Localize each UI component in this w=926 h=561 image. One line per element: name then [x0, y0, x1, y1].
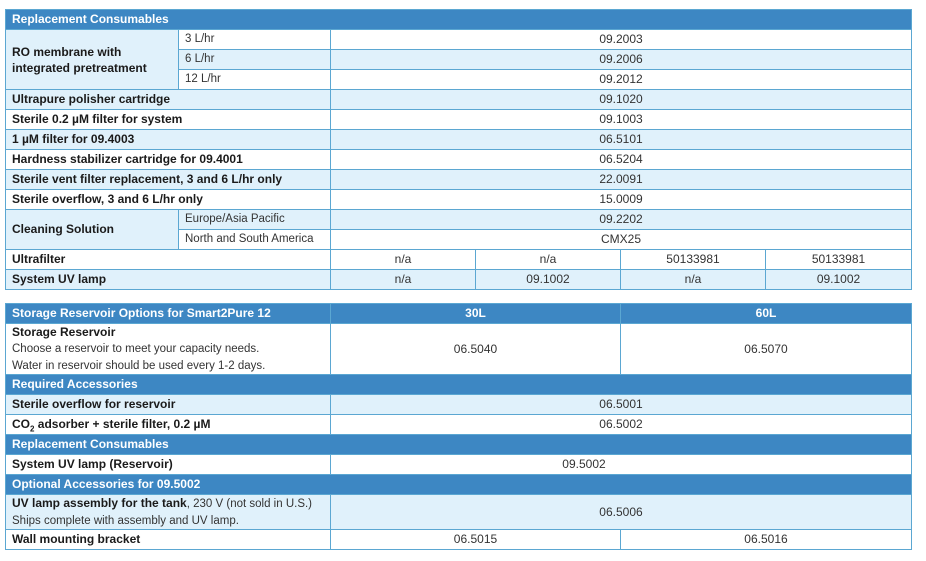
part-number-cell: 09.2003 [329, 29, 913, 50]
part-number-cell: 50133981 [764, 249, 913, 270]
table-header-row: Replacement Consumables [4, 9, 913, 30]
table-row: Sterile overflow for reservoir 06.5001 [5, 394, 912, 415]
part-number-cell: 15.0009 [329, 189, 913, 210]
table-row: RO membrane with integrated pretreatment… [5, 29, 913, 90]
item-label: Sterile vent filter replacement, 3 and 6… [5, 169, 331, 190]
ro-label-line1: RO membrane with [12, 44, 122, 59]
table-title: Replacement Consumables [4, 9, 913, 30]
part-number-cell: 09.1002 [475, 269, 621, 290]
replacement-consumables-header: Replacement Consumables [5, 434, 912, 455]
part-number-cell: 06.5101 [329, 129, 913, 150]
part-number-cell: 09.1002 [764, 269, 913, 290]
item-label: Hardness stabilizer cartridge for 09.400… [5, 149, 331, 170]
storage-reservoir-cell: Storage Reservoir Choose a reservoir to … [5, 323, 331, 375]
section-header-row: Optional Accessories for 09.5002 [5, 474, 912, 495]
part-number-cell: n/a [330, 269, 476, 290]
uv-assembly-note: Ships complete with assembly and UV lamp… [12, 515, 239, 527]
part-number-cell: 06.5040 [330, 323, 621, 375]
uv-assembly-cell: UV lamp assembly for the tank, 230 V (no… [5, 494, 331, 530]
part-number-cell: 06.5204 [329, 149, 913, 170]
part-number-cell: 06.5001 [330, 394, 912, 415]
part-number-cell: 06.5002 [330, 414, 912, 435]
optional-accessories-header: Optional Accessories for 09.5002 [5, 474, 912, 495]
item-label: Ultrapure polisher cartridge [5, 89, 331, 110]
replacement-consumables-table: Replacement Consumables RO membrane with… [4, 9, 913, 290]
table-row: CO2 adsorber + sterile filter, 0.2 µM 06… [5, 414, 912, 435]
section-header-row: Required Accessories [5, 374, 912, 395]
co2-label-part: CO [12, 417, 30, 431]
ro-size-cell: 12 L/hr [178, 69, 331, 90]
part-number-cell: 09.1020 [329, 89, 913, 110]
co2-filter-label: CO2 adsorber + sterile filter, 0.2 µM [5, 414, 331, 435]
table-row: Sterile vent filter replacement, 3 and 6… [5, 169, 913, 190]
required-accessories-header: Required Accessories [5, 374, 912, 395]
table-row: Storage Reservoir Choose a reservoir to … [5, 323, 912, 375]
item-label: Sterile 0.2 µM filter for system [5, 109, 331, 130]
table-row: UV lamp assembly for the tank, 230 V (no… [5, 494, 912, 530]
part-number-cell: 09.2202 [329, 209, 913, 230]
item-label: System UV lamp (Reservoir) [5, 454, 331, 475]
uv-assembly-voltage: , 230 V (not sold in U.S.) [186, 498, 313, 510]
table-row: Sterile 0.2 µM filter for system 09.1003 [5, 109, 913, 130]
storage-reservoir-desc2: Water in reservoir should be used every … [12, 360, 266, 372]
part-number-cell: 09.2012 [329, 69, 913, 90]
part-number-cell: 22.0091 [329, 169, 913, 190]
item-label: Sterile overflow for reservoir [5, 394, 331, 415]
region-cell: Europe/Asia Pacific [178, 209, 331, 230]
ro-size-cell: 6 L/hr [178, 49, 331, 70]
ro-size-cell: 3 L/hr [178, 29, 331, 50]
uv-assembly-label: UV lamp assembly for the tank [12, 496, 187, 510]
co2-label-rest: adsorber + sterile filter, 0.2 µM [34, 417, 211, 431]
table-row: Ultrapure polisher cartridge 09.1020 [5, 89, 913, 110]
table-row: System UV lamp n/a 09.1002 n/a 09.1002 [5, 269, 913, 290]
storage-reservoir-table: Storage Reservoir Options for Smart2Pure… [5, 303, 912, 550]
part-number-cell: n/a [475, 249, 621, 270]
item-label: Wall mounting bracket [5, 529, 331, 550]
part-number-cell: 06.5015 [330, 529, 621, 550]
part-number-cell: 09.2006 [329, 49, 913, 70]
part-number-cell: 50133981 [620, 249, 766, 270]
storage-reservoir-desc1: Choose a reservoir to meet your capacity… [12, 343, 260, 355]
table-row: 12 L/hr 09.2012 [6, 69, 913, 90]
part-number-cell: 09.1003 [329, 109, 913, 130]
column-header-60l: 60L [620, 303, 912, 324]
ro-label-line2: integrated pretreatment [12, 60, 147, 75]
column-header-30l: 30L [330, 303, 621, 324]
table-row: Hardness stabilizer cartridge for 09.400… [5, 149, 913, 170]
part-number-cell: n/a [620, 269, 766, 290]
table-row: Sterile overflow, 3 and 6 L/hr only 15.0… [5, 189, 913, 210]
part-number-cell: 06.5070 [620, 323, 912, 375]
part-number-cell: 06.5016 [620, 529, 912, 550]
table-row: North and South America CMX25 [6, 229, 913, 250]
table-row: System UV lamp (Reservoir) 09.5002 [5, 454, 912, 475]
part-number-cell: 09.5002 [330, 454, 912, 475]
table-header-row: Storage Reservoir Options for Smart2Pure… [5, 303, 912, 324]
part-number-cell: n/a [330, 249, 476, 270]
section-header-row: Replacement Consumables [5, 434, 912, 455]
table-row: 1 µM filter for 09.4003 06.5101 [5, 129, 913, 150]
storage-reservoir-label: Storage Reservoir [12, 325, 116, 339]
table-title: Storage Reservoir Options for Smart2Pure… [5, 303, 331, 324]
item-label: Ultrafilter [5, 249, 331, 270]
part-number-cell: 06.5006 [330, 494, 912, 530]
part-number-cell: CMX25 [329, 229, 913, 250]
ro-membrane-label: RO membrane with integrated pretreatment [5, 29, 179, 90]
table-row: Wall mounting bracket 06.5015 06.5016 [5, 529, 912, 550]
co2-subscript: 2 [30, 424, 35, 434]
table-row: Ultrafilter n/a n/a 50133981 50133981 [5, 249, 913, 270]
item-label: 1 µM filter for 09.4003 [5, 129, 331, 150]
table-row: 6 L/hr 09.2006 [6, 49, 913, 70]
table-row: Cleaning Solution Europe/Asia Pacific 09… [5, 209, 913, 250]
cleaning-solution-label: Cleaning Solution [5, 209, 179, 250]
region-cell: North and South America [178, 229, 331, 250]
item-label: System UV lamp [5, 269, 331, 290]
item-label: Sterile overflow, 3 and 6 L/hr only [5, 189, 331, 210]
